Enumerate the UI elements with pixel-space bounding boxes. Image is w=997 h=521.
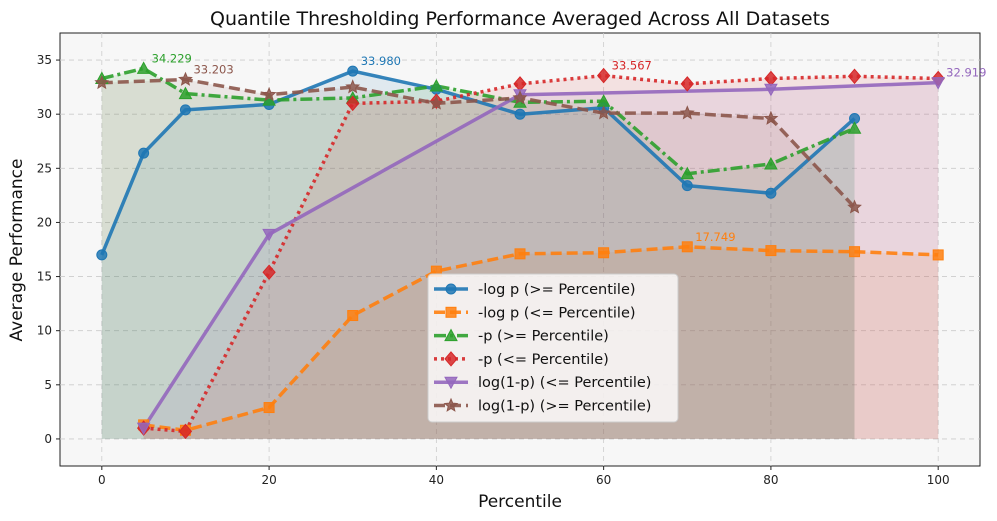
legend-marker xyxy=(445,283,457,295)
data-point xyxy=(345,79,361,94)
data-point xyxy=(262,264,276,281)
x-tick-label: 40 xyxy=(429,473,444,487)
legend-marker xyxy=(445,306,457,318)
legend-marker xyxy=(444,351,458,367)
data-point xyxy=(179,104,191,116)
data-point xyxy=(847,121,862,134)
data-point xyxy=(263,402,275,414)
data-point xyxy=(346,95,360,112)
data-point xyxy=(680,166,695,180)
data-point xyxy=(679,105,695,120)
legend-box xyxy=(427,273,679,423)
data-point xyxy=(96,249,108,261)
legend-marker xyxy=(444,328,458,342)
legend-marker xyxy=(443,397,459,412)
legend-label: -log p (<= Percentile) xyxy=(478,305,636,321)
data-point xyxy=(136,61,151,74)
data-point xyxy=(849,246,861,258)
data-point xyxy=(514,248,526,260)
data-point xyxy=(429,78,444,92)
y-tick-label: 10 xyxy=(37,324,52,338)
legend-label: log(1-p) (<= Percentile) xyxy=(478,375,651,391)
series-markers xyxy=(94,61,946,440)
data-point xyxy=(596,67,611,84)
legend-label: log(1-p) (>= Percentile) xyxy=(478,399,651,415)
data-point xyxy=(765,187,777,199)
data-point xyxy=(932,249,944,261)
x-axis-label: Percentile xyxy=(478,492,562,512)
data-point xyxy=(94,74,110,90)
y-tick-label: 20 xyxy=(37,215,52,229)
y-tick-label: 0 xyxy=(44,432,52,446)
data-point xyxy=(765,245,777,257)
y-tick-label: 5 xyxy=(44,378,52,392)
data-point xyxy=(680,76,694,92)
data-point xyxy=(596,105,612,120)
data-point xyxy=(347,310,359,322)
value-annotation: 33.567 xyxy=(612,59,652,73)
chart-title: Quantile Thresholding Performance Averag… xyxy=(210,8,830,30)
x-tick-label: 20 xyxy=(261,473,276,487)
x-tick-label: 0 xyxy=(98,473,106,487)
data-point xyxy=(514,108,526,120)
legend-marker xyxy=(444,376,458,390)
data-point xyxy=(428,95,444,110)
data-point xyxy=(847,68,862,85)
data-point xyxy=(763,110,779,125)
data-point xyxy=(931,77,946,90)
data-point xyxy=(136,422,151,436)
series-line-3 xyxy=(101,66,856,176)
legend: -log p (>= Percentile) -log p (<= Percent… xyxy=(427,273,679,423)
y-tick-label: 35 xyxy=(37,53,52,67)
y-tick-label: 30 xyxy=(37,107,52,121)
value-annotation: 17.749 xyxy=(695,230,735,244)
x-tick-label: 100 xyxy=(927,473,950,487)
data-point xyxy=(178,423,193,440)
series-line-6 xyxy=(101,77,856,209)
data-point xyxy=(138,147,150,159)
data-point xyxy=(261,86,277,102)
data-point xyxy=(598,247,610,259)
data-point xyxy=(764,83,778,97)
legend-label: -log p (>= Percentile) xyxy=(478,282,636,298)
x-tick-label: 80 xyxy=(763,473,778,487)
x-tick-label: 60 xyxy=(596,473,611,487)
value-annotation: 33.203 xyxy=(193,63,233,77)
data-point xyxy=(764,156,778,170)
data-point xyxy=(262,228,276,242)
value-annotation: 34.229 xyxy=(152,51,192,65)
data-point xyxy=(178,71,193,86)
data-point xyxy=(847,199,862,214)
value-annotation: 33.980 xyxy=(361,54,401,68)
data-point xyxy=(681,180,693,192)
series-fill-5 xyxy=(143,82,939,439)
y-tick-label: 15 xyxy=(37,270,52,284)
legend-label: -p (>= Percentile) xyxy=(478,329,609,345)
y-axis-label: Average Performance xyxy=(7,159,27,342)
y-tick-label: 25 xyxy=(37,161,52,175)
data-point xyxy=(512,90,528,105)
axis-ticks: 0 20 40 60 80 100 0 5 10 15 20 25 30 35 xyxy=(37,53,950,487)
series-line-4 xyxy=(143,73,939,434)
data-point xyxy=(178,86,193,100)
data-point xyxy=(347,65,359,77)
data-point xyxy=(681,241,693,253)
legend-label: -p (<= Percentile) xyxy=(478,352,609,368)
value-annotation: 32.919 xyxy=(946,66,986,80)
